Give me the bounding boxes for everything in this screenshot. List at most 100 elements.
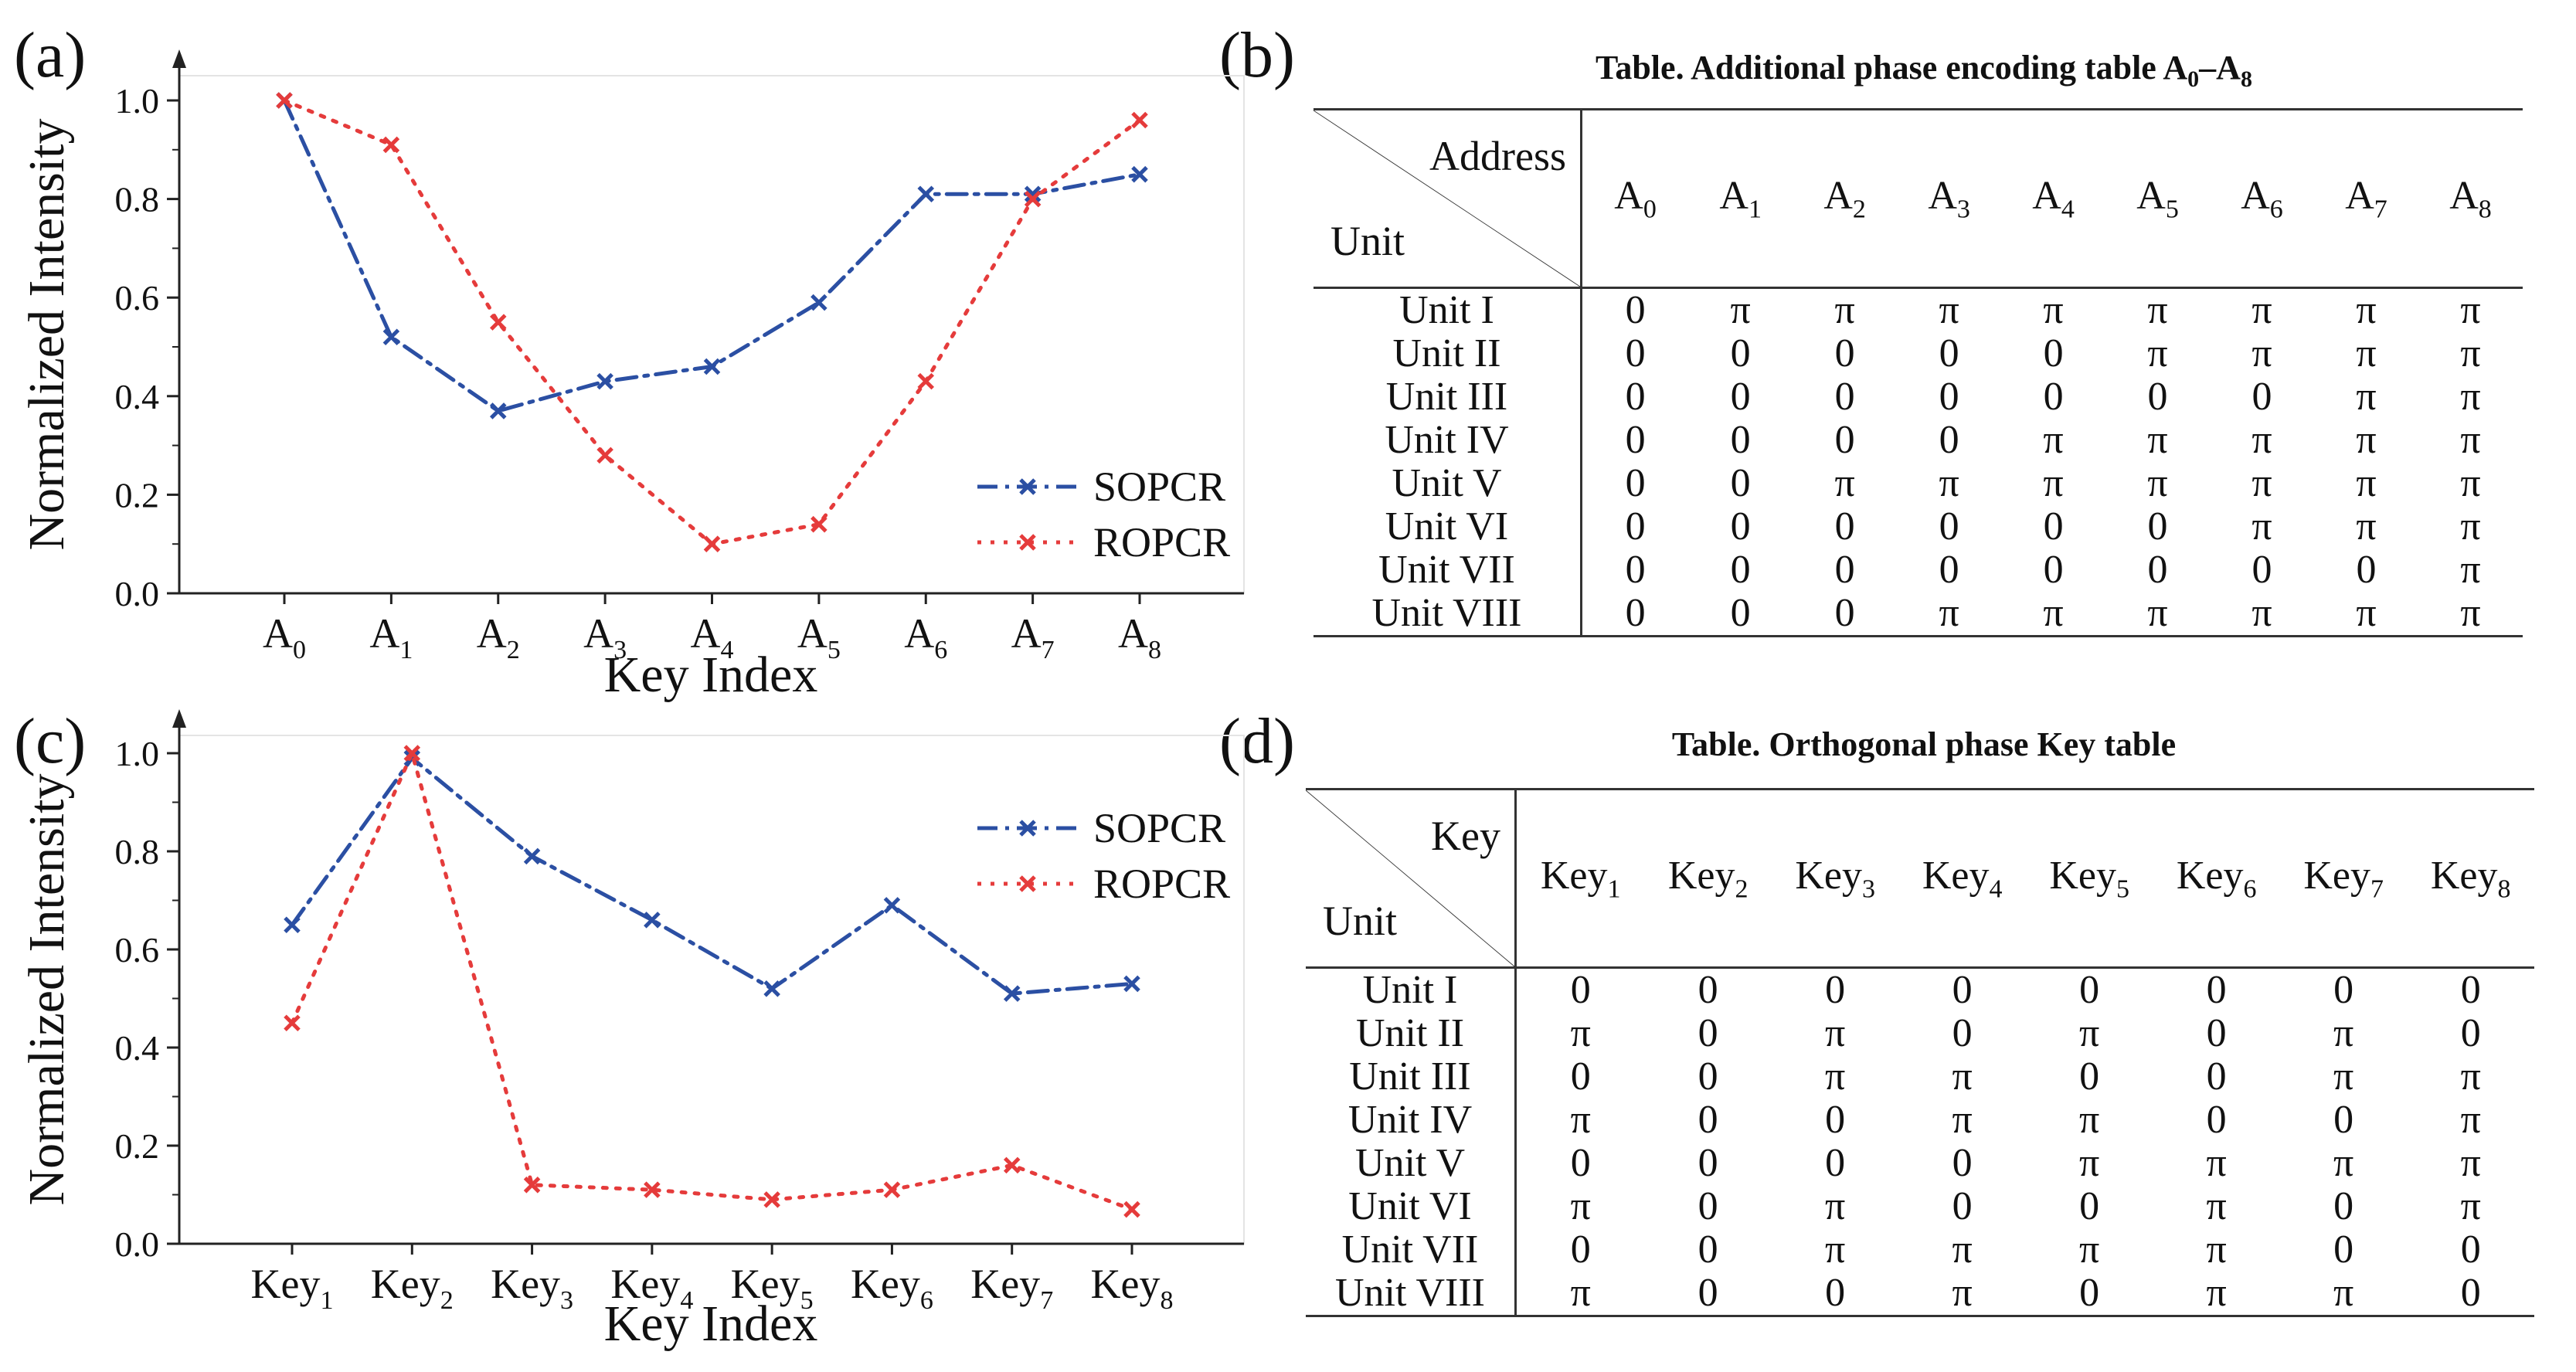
sopcr-point [1123,975,1140,993]
phase-cell: π [2079,1141,2100,1185]
legend-label: SOPCR [1093,805,1225,851]
phase-cell: π [1834,288,1855,332]
x-tick-label-sub: 7 [1042,636,1055,664]
unit-label: Unit VI [1313,505,1582,548]
plot-frame [178,75,1245,594]
phase-cell: 0 [1730,375,1751,419]
ropcr-point [596,447,613,464]
ropcr-point [276,92,293,109]
x-tick-label-main: A [904,610,934,657]
sopcr-point [811,294,828,311]
phase-cell: π [2460,461,2481,505]
x-tick-label-main: A [797,610,828,657]
table-d-row: Unit III 0 0 π π 0 0 π π [1306,1055,2534,1099]
phase-cell: π [2356,331,2377,375]
phase-cell: π [2043,461,2064,505]
phase-cell: 0 [2043,504,2064,548]
phase-cell: 0 [1625,504,1646,548]
phase-cell: π [2079,1228,2100,1272]
phase-cell: 0 [2043,331,2064,375]
phase-cell: 0 [1952,1141,1973,1185]
phase-cell: 0 [1698,1228,1718,1272]
phase-cell: π [1730,288,1751,332]
phase-cell: 0 [2147,504,2168,548]
table-b-col-header: A6 [2241,173,2283,224]
legend-label: ROPCR [1093,519,1230,565]
phase-cell: 0 [1952,1011,1973,1055]
x-tick-label: A5 [797,610,841,664]
corner-diagonal [1313,110,1580,287]
phase-cell: π [2460,375,2481,419]
x-tick-label: Key2 [371,1261,454,1315]
phase-cell: π [1939,591,1959,635]
sopcr-point [489,402,507,419]
corner-address-label: Address [1429,133,1566,179]
table-d-row: Unit I 0 0 0 0 0 0 0 0 [1306,967,2534,1012]
phase-cell: 0 [1939,418,1959,462]
phase-cell: π [1952,1054,1973,1099]
phase-cell: π [1825,1011,1846,1055]
table-b-col-header: A7 [2345,173,2387,224]
x-tick-label-sub: 4 [680,1286,693,1315]
sopcr-point [1131,165,1148,183]
phase-cell: 0 [1570,968,1591,1012]
y-tick-label: 0.6 [115,930,160,970]
table-d-corner: Key Unit [1306,789,1517,968]
phase-cell: 0 [1834,504,1855,548]
ropcr-point [883,1181,901,1198]
phase-cell: π [1570,1184,1591,1228]
panel-label-a: (a) [14,19,87,91]
phase-cell: π [2147,461,2168,505]
phase-cell: π [2251,461,2272,505]
x-axis-label: Key Index [604,1296,818,1352]
table-d-row: Unit V 0 0 0 0 π π π π [1306,1142,2534,1185]
table-d-col-header: Key3 [1795,853,1875,904]
x-tick-label-main: Key [851,1261,920,1307]
x-tick-label: A8 [1118,610,1161,664]
sopcr-point [917,185,935,202]
phase-cell: 0 [1825,1098,1846,1142]
x-axis-label: Key Index [604,647,818,703]
table-b-col-header: A5 [2136,173,2179,224]
phase-cell: 0 [2079,968,2100,1012]
table-b-row: Unit VII 0 0 0 0 0 0 0 0 π [1313,548,2523,592]
y-tick-label: 0.4 [115,1028,160,1068]
phase-cell: 0 [2147,548,2168,592]
y-axis-label: Normalized Intensity [19,773,75,1205]
phase-cell: π [1939,461,1959,505]
phase-cell: π [1825,1054,1846,1099]
phase-cell: 0 [1939,375,1959,419]
phase-cell: π [1834,461,1855,505]
table-d-col-header: Key1 [1540,853,1621,904]
y-axis-arrow [172,49,186,68]
sopcr-point [883,897,901,914]
legend-marker [1019,534,1036,551]
legend-marker [1019,875,1036,892]
phase-cell: π [2460,331,2481,375]
phase-cell: π [2251,331,2272,375]
x-tick-label: Key7 [970,1261,1053,1315]
phase-cell: π [2460,1184,2481,1228]
unit-label: Unit V [1306,1142,1517,1185]
table-d-col-header: Key4 [1922,853,2003,904]
table-b-col-header: A3 [1928,173,1970,224]
y-tick-label: 1.0 [115,734,160,773]
panel-label-c: (c) [14,705,87,777]
x-tick-label-main: A [369,610,399,657]
unit-label: Unit I [1313,287,1582,332]
phase-cell: π [2356,375,2377,419]
ropcr-point [489,314,507,331]
ropcr-point [403,745,421,762]
ropcr-line [290,747,1134,1212]
phase-cell: 0 [1834,331,1855,375]
x-tick-label: Key5 [731,1261,814,1315]
table-d-col-header: Key6 [2176,853,2257,904]
unit-label: Unit VI [1306,1185,1517,1228]
phase-cell: 0 [1625,418,1646,462]
phase-cell: π [2147,331,2168,375]
ropcr-point [1131,111,1148,129]
phase-cell: 0 [1570,1141,1591,1185]
x-tick-label-main: A [583,610,613,657]
ropcr-point [811,515,828,533]
phase-cell: π [1570,1098,1591,1142]
